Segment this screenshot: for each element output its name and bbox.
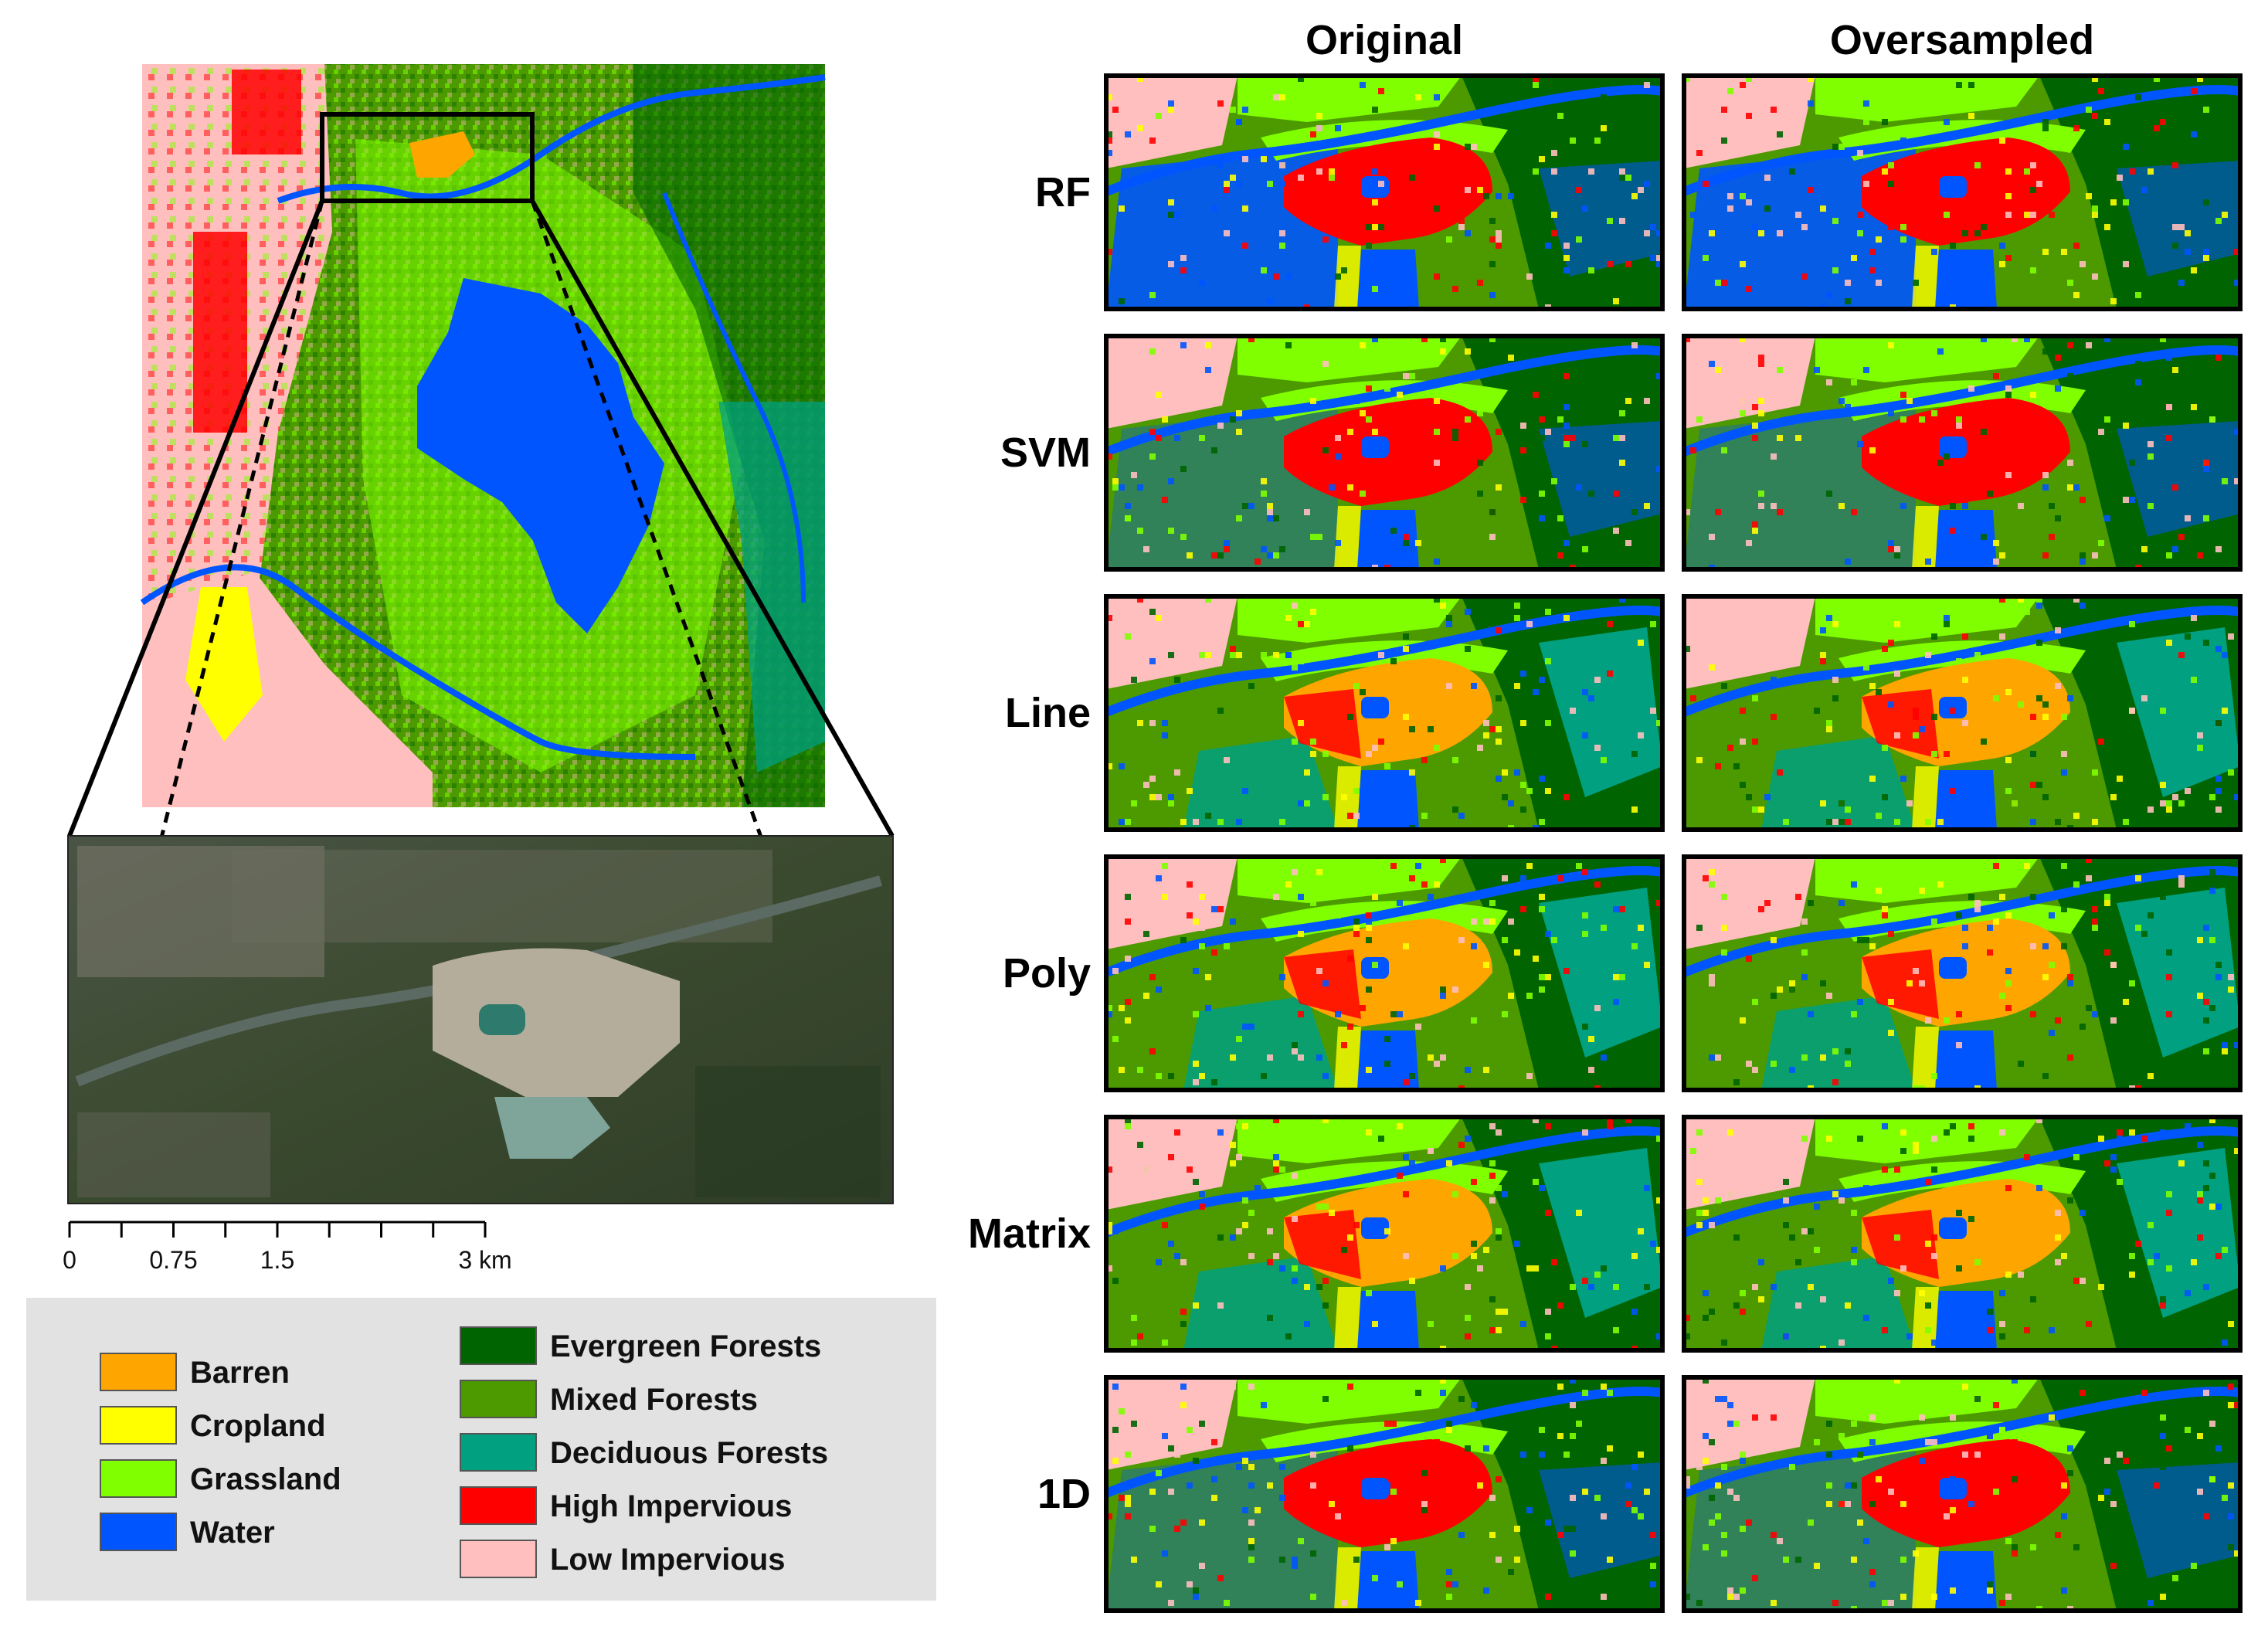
panel-border	[1104, 594, 1665, 832]
column-header-oversampled: Oversampled	[1830, 17, 2094, 63]
panel-border	[1104, 1115, 1665, 1353]
legend-label: Evergreen Forests	[550, 1329, 821, 1363]
classification-panel	[1104, 854, 1665, 1092]
legend-label: Low Impervious	[550, 1543, 786, 1577]
legend-label: Cropland	[190, 1409, 326, 1443]
row-header: Matrix	[968, 1210, 1091, 1257]
legend-label: Water	[190, 1516, 275, 1550]
panel-border	[1682, 1115, 2243, 1353]
legend-label: Barren	[190, 1356, 290, 1390]
classification-panel	[1682, 334, 2243, 572]
legend-swatch	[100, 1513, 177, 1551]
scale-bar: 0 0.75 1.5 3 km	[63, 1221, 512, 1274]
classification-panel	[1682, 73, 2243, 311]
classification-panel	[1104, 594, 1665, 832]
column-headers: Original Oversampled	[1305, 17, 2094, 63]
legend-swatch	[100, 1459, 177, 1498]
comparison-grid: RF SVM Line Poly Matrix 1D	[968, 73, 2243, 1613]
row-header: RF	[1035, 169, 1091, 216]
legend-swatch	[460, 1380, 537, 1418]
scale-bar-label: 0.75	[149, 1246, 197, 1274]
legend: Barren Cropland Grassland Water Evergreen Fo…	[26, 1298, 936, 1601]
panel-border	[1104, 854, 1665, 1092]
legend-label: Grassland	[190, 1462, 341, 1496]
legend-swatch	[460, 1486, 537, 1525]
legend-swatch	[460, 1326, 537, 1365]
classification-panel	[1682, 854, 2243, 1092]
row-header: Poly	[1003, 950, 1091, 997]
panel-border	[1682, 594, 2243, 832]
classification-panel	[1104, 1375, 1665, 1613]
panel-border	[1104, 1375, 1665, 1613]
scale-bar-label: 0	[63, 1246, 76, 1274]
row-header: SVM	[1000, 430, 1091, 476]
legend-swatch	[100, 1353, 177, 1391]
legend-label: High Impervious	[550, 1489, 792, 1523]
legend-swatch	[460, 1540, 537, 1578]
scale-bar-label: 3 km	[458, 1246, 511, 1274]
classification-panel	[1682, 1375, 2243, 1613]
legend-swatch	[460, 1433, 537, 1472]
row-header: Line	[1005, 690, 1091, 736]
scale-bar-label: 1.5	[260, 1246, 294, 1274]
panel-border	[1682, 1375, 2243, 1613]
column-header-original: Original	[1305, 17, 1463, 63]
classification-panel	[1104, 1115, 1665, 1353]
legend-label: Deciduous Forests	[550, 1436, 828, 1470]
row-header: 1D	[1037, 1471, 1091, 1517]
classification-panel	[1682, 594, 2243, 832]
overview-classification-map	[140, 64, 826, 807]
panel-border	[1104, 73, 1665, 311]
panel-border	[1104, 334, 1665, 572]
panel-border	[1682, 73, 2243, 311]
legend-swatch	[100, 1406, 177, 1445]
panel-border	[1682, 854, 2243, 1092]
panel-border	[1682, 334, 2243, 572]
classification-panel	[1104, 73, 1665, 311]
classification-panel	[1682, 1115, 2243, 1353]
legend-label: Mixed Forests	[550, 1383, 758, 1417]
satellite-image-inset	[67, 835, 894, 1204]
classification-panel	[1104, 334, 1665, 572]
